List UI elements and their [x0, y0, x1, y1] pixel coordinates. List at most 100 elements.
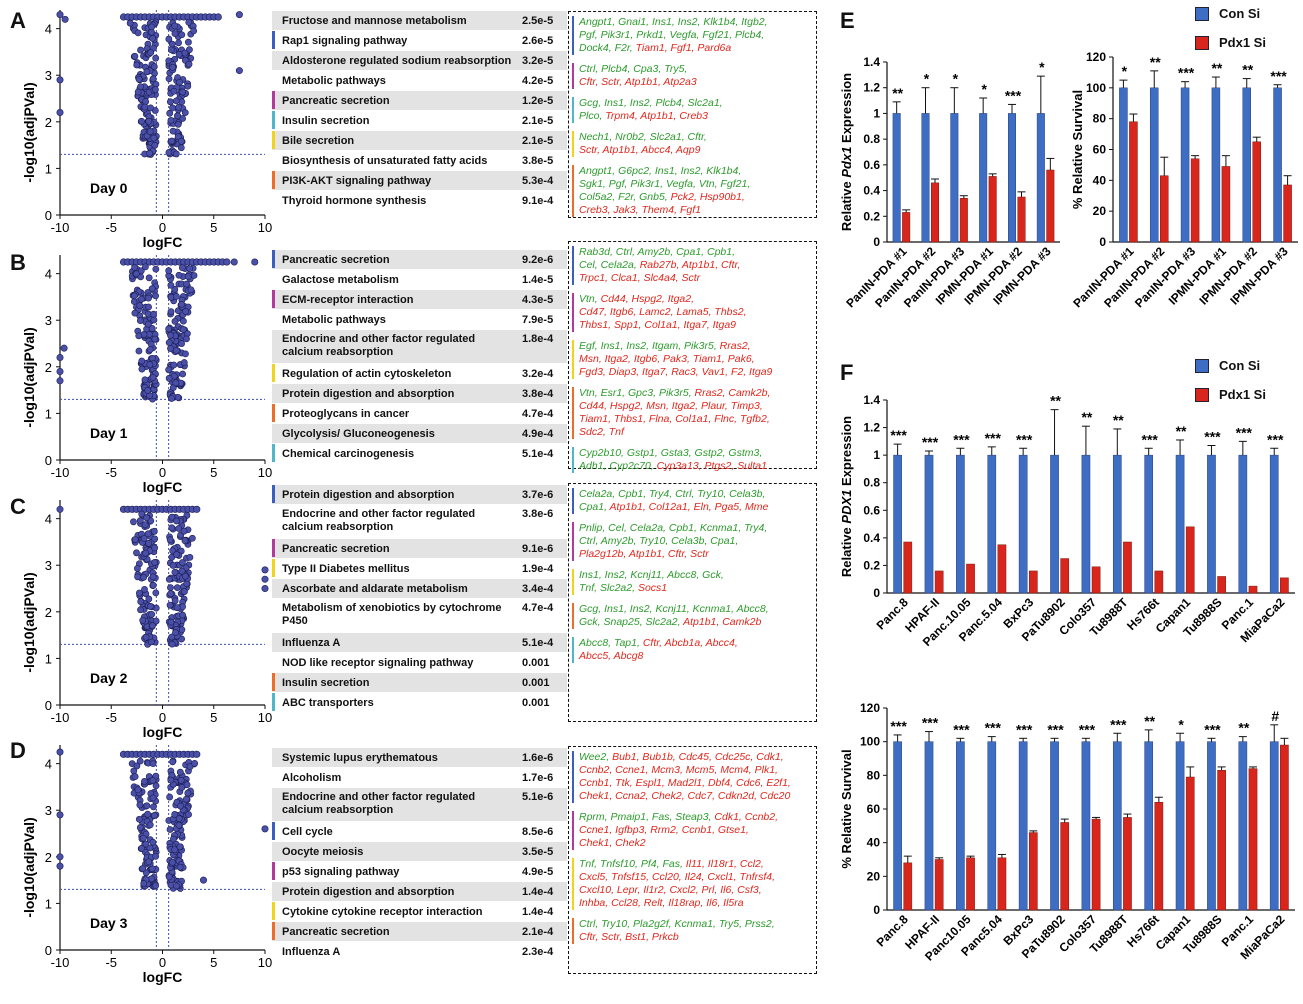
y-tick-label: 80	[1093, 112, 1107, 126]
significance-marker: *	[953, 71, 959, 87]
data-point	[166, 98, 174, 106]
gene-upregulated: Dock4, F2r,	[579, 42, 636, 54]
data-point	[200, 876, 208, 884]
pathway-pvalue: 1.7e-6	[522, 772, 554, 784]
pathway-pvalue: 1.6e-6	[522, 752, 554, 764]
gene-list-line: Sctr, Atp1b1, Abcc4, Aqp9	[579, 144, 700, 157]
gene-list-line: Cel, Cela2a, Rab27b, Atp1b1, Cftr,	[579, 259, 740, 272]
data-point	[179, 88, 187, 96]
gene-upregulated: Nech1, Nr0b2, Slc2a1, Cftr,	[579, 131, 707, 143]
significance-marker: ***	[1005, 87, 1022, 103]
data-point	[169, 127, 177, 135]
gene-downregulated: Pck2, Hsp90b1,	[670, 191, 745, 203]
gene-downregulated: Sctr, Atp1b1, Abcc4, Aqp9	[579, 144, 701, 156]
bar-con	[1144, 454, 1154, 594]
data-point	[56, 11, 64, 19]
legend-label-con: Con Si	[1219, 6, 1261, 21]
gene-list-line: Angpt1, G6pc2, Ins1, Ins2, Klk1b4,	[579, 165, 741, 178]
data-point	[141, 585, 148, 593]
bar-con	[956, 454, 965, 594]
data-point	[146, 361, 154, 369]
pathway-row: Endocrine and other factor regulated cal…	[272, 505, 567, 538]
gene-list-line: Gcg, Ins1, Ins2, Plcb4, Slc2a1,	[579, 97, 723, 110]
y-tick-label: 1	[45, 651, 52, 666]
pathway-pvalue: 2.1e-5	[522, 115, 554, 127]
y-tick-label: 4	[45, 22, 52, 37]
data-point	[56, 367, 64, 375]
data-point	[177, 776, 185, 784]
data-point	[168, 633, 176, 641]
gene-upregulated: Abcc8, Tap1,	[579, 637, 643, 649]
data-point	[135, 332, 143, 340]
data-point	[146, 844, 154, 852]
data-point	[175, 103, 183, 111]
pathway-term: Endocrine and other factor regulated cal…	[282, 333, 476, 358]
data-point	[147, 49, 155, 57]
data-point	[165, 325, 173, 333]
data-point	[56, 505, 64, 513]
y-tick-label: 0.8	[863, 476, 880, 490]
data-point	[165, 366, 173, 374]
bar-pdx	[1252, 141, 1262, 243]
volcano-plot-day1: 0 1 2 3 4 -10 -5 0 5 10 logFC -log10(adjPVal) Day 1	[21, 255, 272, 495]
gene-list-line: Cxcl5, Tnfsf15, Ccl20, Il24, Cxcl1, Tnfr…	[579, 871, 775, 884]
y-tick-label: 3	[45, 803, 52, 818]
pathway-row: Thyroid hormone synthesis 9.1e-4	[272, 191, 567, 210]
significance-marker: ***	[1267, 431, 1284, 447]
pathway-row: Protein digestion and absorption 1.4e-4	[272, 882, 567, 901]
gene-group-marker	[572, 246, 574, 285]
bar-pdx	[1280, 744, 1289, 911]
pathway-row: Type II Diabetes mellitus 1.9e-4	[272, 559, 567, 578]
data-point	[167, 281, 175, 289]
data-point	[134, 565, 141, 572]
data-point	[181, 537, 189, 545]
pathway-row: Cytokine cytokine receptor interaction 1.…	[272, 902, 567, 921]
x-tick-label: -10	[51, 710, 70, 725]
data-point	[167, 584, 174, 592]
bar-pdx	[1091, 818, 1101, 911]
bar-pdx	[1154, 570, 1164, 594]
significance-marker: *	[1178, 716, 1184, 732]
data-point	[149, 75, 157, 83]
gene-upregulated: Angpt1, G6pc2, Ins1, Ins2, Klk1b4,	[579, 165, 742, 177]
pathway-row: Protein digestion and absorption 3.8e-4	[272, 384, 567, 403]
significance-marker: ***	[985, 430, 1002, 446]
x-tick-label: -10	[51, 465, 70, 480]
pathway-term: Pancreatic secretion	[282, 95, 390, 107]
data-point	[176, 843, 184, 851]
data-point	[235, 67, 243, 75]
data-point	[171, 317, 179, 325]
gene-list-line: Ctrl, Plcb4, Cpa3, Try5,	[579, 63, 687, 76]
data-point	[141, 103, 149, 111]
gene-downregulated: Ccnb1, Ttk, Espl1, Mad2l1, Dbf4, Cdc6, E…	[579, 777, 791, 789]
gene-list-line: Ccnb1, Ttk, Espl1, Mad2l1, Dbf4, Cdc6, E…	[579, 777, 791, 790]
pathway-color-marker	[272, 404, 275, 422]
data-point	[148, 610, 156, 618]
data-point	[149, 573, 157, 581]
data-point	[131, 773, 139, 780]
significance-marker: ***	[1142, 431, 1159, 447]
y-tick-label: 20	[867, 869, 881, 883]
data-point	[261, 825, 269, 833]
gene-list-line: Abcc5, Abcg8	[579, 650, 643, 663]
pathway-pvalue: 0.001	[522, 677, 550, 689]
bar-con	[924, 454, 934, 594]
pathway-pvalue: 8.5e-6	[522, 826, 554, 838]
y-tick-label: 4	[45, 512, 52, 527]
gene-downregulated: Chek1, Chek2	[579, 837, 646, 849]
gene-group-marker	[572, 603, 574, 629]
pathway-term: Pancreatic secretion	[282, 543, 390, 555]
pathway-pvalue: 9.1e-4	[522, 195, 554, 207]
data-point	[223, 258, 231, 266]
gene-box-day2: Cela2a, Cpb1, Try4, Ctrl, Try10, Cela3b,…	[568, 483, 817, 722]
y-tick-label: 1.2	[863, 421, 880, 435]
legend-swatch-con	[1195, 6, 1209, 21]
data-point	[168, 640, 176, 648]
gene-upregulated: Ctrl, Amy2b, Try10, Cela3b, Cpa1,	[579, 535, 739, 547]
panel-letter-b: B	[10, 250, 26, 275]
y-tick-label: 120	[860, 701, 880, 715]
bar-pdx	[1091, 566, 1101, 594]
gene-group-marker	[572, 447, 574, 473]
pathway-row: Influenza A 2.3e-4	[272, 942, 567, 961]
pathway-color-marker	[272, 693, 275, 711]
